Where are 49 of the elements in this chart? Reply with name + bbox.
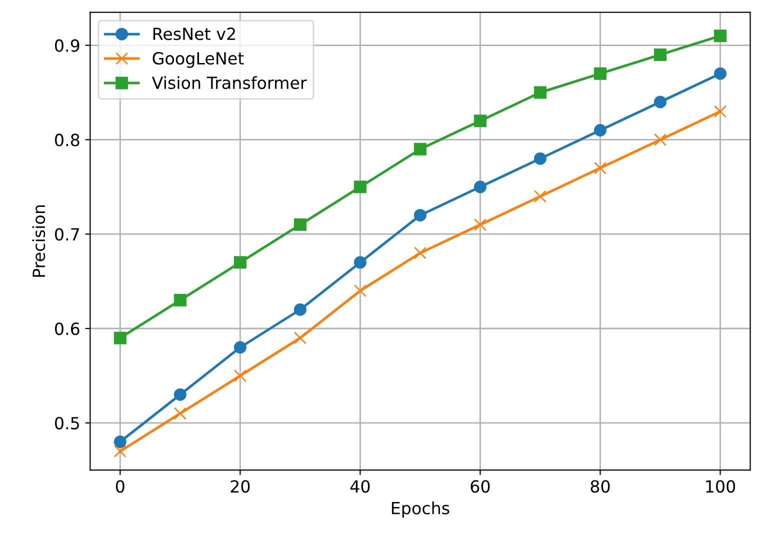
point: [174, 388, 186, 401]
point: [594, 67, 606, 80]
point: [534, 190, 546, 203]
x-tick-label: 80: [590, 480, 610, 493]
point: [714, 30, 726, 42]
point: [294, 332, 306, 344]
legend-label: Vision Transformer: [152, 76, 307, 90]
x-axis-title: Epochs: [392, 502, 450, 518]
x-tick-label: 60: [470, 480, 490, 493]
point: [654, 48, 666, 61]
point: [354, 256, 366, 269]
point: [114, 332, 126, 344]
x-tick-label: 40: [350, 480, 370, 493]
point: [414, 142, 426, 156]
point: [474, 218, 486, 231]
point: [474, 180, 486, 194]
x-tick-label: 20: [230, 480, 250, 493]
x-tick-label: 100: [706, 480, 736, 493]
point: [594, 162, 606, 174]
y-tick-label: 0.7: [55, 228, 80, 241]
y-axis-title: Precision: [32, 205, 46, 277]
point: [714, 67, 726, 80]
legend-label: GoogLeNet: [152, 52, 244, 68]
point: [114, 444, 126, 458]
point: [234, 369, 246, 382]
point: [594, 124, 606, 137]
point: [234, 256, 246, 269]
point: [354, 180, 366, 194]
point: [414, 246, 426, 260]
point: [294, 303, 306, 316]
point: [654, 96, 666, 108]
x-tick-label: 0: [116, 480, 124, 493]
point: [414, 208, 426, 222]
legend-label: ResNet v2: [153, 28, 235, 40]
point: [654, 133, 666, 146]
y-tick-label: 0.5: [55, 416, 79, 430]
y-tick-label: 0.8: [55, 134, 80, 146]
point: [714, 105, 726, 118]
point: [114, 436, 126, 448]
point: [174, 294, 186, 306]
point: [474, 114, 486, 128]
point: [294, 218, 306, 231]
point: [534, 152, 546, 165]
point: [354, 284, 366, 297]
y-tick-label: 0.6: [55, 322, 80, 336]
point: [234, 341, 246, 354]
y-tick-label: 0.9: [55, 39, 80, 52]
point: [534, 86, 546, 99]
point: [174, 407, 186, 420]
